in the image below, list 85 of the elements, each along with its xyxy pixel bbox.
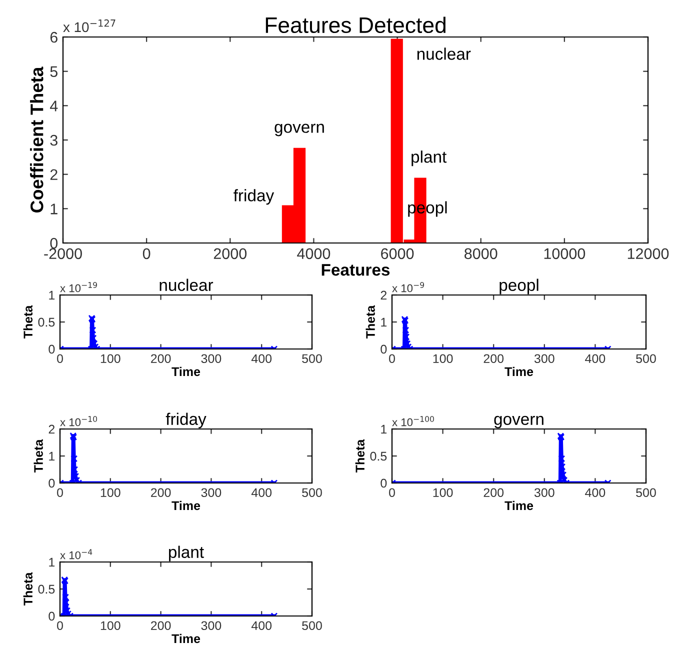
y-tick-label: 1 [381, 318, 387, 327]
x-tick-label: 100 [100, 354, 120, 364]
y-tick-label: 3 [50, 134, 58, 146]
x-tick-label: 400 [251, 354, 272, 364]
text: x 10$^{−10}$ [60, 416, 98, 426]
x-axis-title: Features [322, 264, 390, 276]
x-tick-label: 400 [251, 488, 272, 498]
y-axis-title: Coefficient Theta [30, 66, 44, 212]
x-tick-label: 200 [484, 354, 504, 364]
x-tick-label: 500 [302, 488, 322, 498]
chart-title: nuclear [160, 278, 214, 291]
x-tick-label: 8000 [464, 248, 498, 260]
x-axis-title: Time [504, 500, 534, 510]
x-tick-label: -2000 [44, 248, 82, 260]
y-tick-label: 5 [50, 66, 58, 78]
y-tick-label: 1 [49, 558, 55, 567]
x-axis-title: Time [172, 634, 200, 644]
y-tick-label: 2 [380, 290, 387, 300]
chart-title: friday [166, 412, 206, 428]
x-tick-label: 0 [389, 488, 395, 498]
text: x 10$^{−127}$ [63, 19, 116, 32]
text: x 10$^{−100}$ [392, 416, 434, 426]
x-tick-label: 300 [534, 354, 554, 364]
y-tick-label: 0 [48, 344, 55, 354]
y-axis-title: Theta [366, 305, 375, 339]
y-tick-label: 0.5 [370, 452, 387, 461]
chart-title: peopl [500, 278, 538, 294]
x-tick-label: 500 [636, 354, 656, 364]
y-tick-label: 1 [49, 290, 55, 300]
chart-title: Features Detected [266, 16, 446, 34]
y-tick-label: 0.5 [38, 584, 55, 594]
y-tick-label: 1 [49, 452, 55, 461]
x-axis-title: Time [172, 366, 200, 376]
y-tick-label: 4 [50, 100, 58, 112]
annotation: nuclear [417, 48, 471, 60]
y-tick-label: 0 [380, 344, 387, 354]
y-tick-label: 1 [381, 424, 387, 434]
x-tick-label: 300 [534, 488, 554, 498]
chart-title: plant [169, 546, 204, 562]
x-tick-label: 300 [201, 621, 222, 630]
x-tick-label: 100 [100, 488, 120, 498]
y-tick-label: 0 [50, 238, 58, 249]
x-tick-label: 200 [484, 488, 504, 498]
text: x 10$^{−9}$ [392, 282, 424, 292]
y-tick-label: 6 [50, 32, 58, 43]
text: x 10$^{−4}$ [60, 549, 92, 560]
x-tick-label: 12000 [628, 248, 669, 260]
x-tick-label: 200 [151, 621, 171, 630]
x-tick-label: 100 [100, 621, 120, 630]
y-tick-label: 0 [48, 478, 55, 488]
y-axis-title: Theta [23, 305, 33, 339]
text: x 10$^{−19}$ [60, 282, 97, 292]
y-tick-label: 2 [50, 169, 58, 180]
x-tick-label: 4000 [297, 248, 330, 260]
y-tick-label: 1 [50, 204, 58, 214]
y-axis-title: Theta [23, 572, 33, 606]
x-tick-label: 500 [636, 488, 656, 498]
y-axis-title: Theta [34, 439, 43, 473]
x-tick-label: 200 [151, 354, 171, 364]
x-tick-label: 0 [142, 248, 150, 260]
x-axis-title: Time [172, 500, 200, 510]
y-tick-label: 2 [48, 424, 55, 434]
x-tick-label: 500 [302, 354, 322, 364]
x-tick-label: 400 [251, 621, 272, 630]
x-tick-label: 6000 [381, 248, 414, 260]
x-axis-title: Time [504, 366, 534, 376]
x-tick-label: 10000 [544, 248, 586, 260]
annotation: govern [274, 124, 324, 136]
x-tick-label: 200 [151, 488, 171, 498]
y-tick-label: 0 [48, 612, 55, 621]
x-tick-label: 500 [302, 621, 322, 630]
x-tick-label: 100 [433, 354, 453, 364]
x-tick-label: 400 [585, 488, 606, 498]
x-tick-label: 300 [201, 354, 222, 364]
x-tick-label: 400 [585, 354, 606, 364]
y-tick-label: 0 [380, 478, 387, 488]
chart-title: govern [494, 416, 544, 428]
annotation: plant [412, 150, 447, 166]
y-axis-title: Theta [355, 439, 365, 473]
x-tick-label: 0 [389, 354, 395, 364]
x-tick-label: 100 [433, 488, 453, 498]
x-tick-label: 300 [201, 488, 222, 498]
x-tick-label: 2000 [214, 248, 247, 260]
annotation: friday [234, 189, 274, 205]
y-tick-label: 0.5 [38, 318, 55, 327]
